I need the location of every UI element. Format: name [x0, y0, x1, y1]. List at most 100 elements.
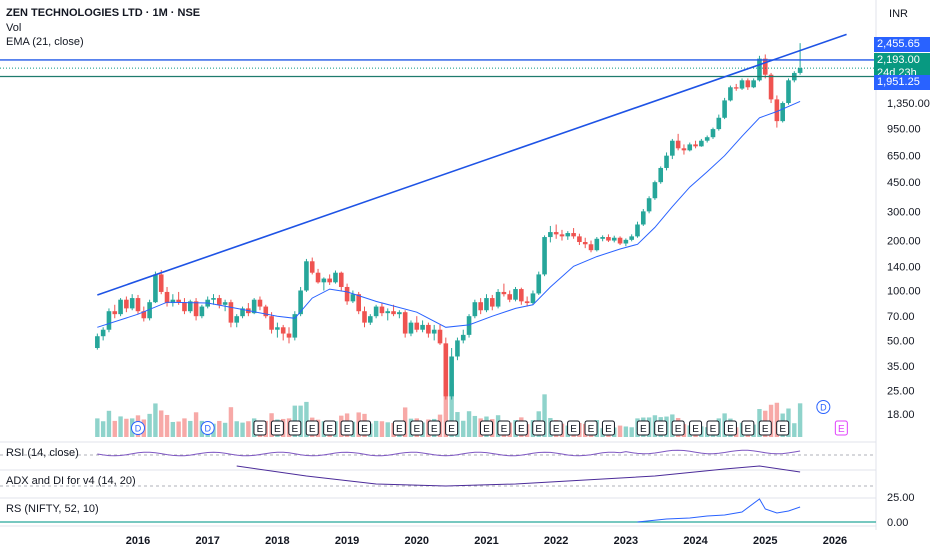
candle-body: [745, 80, 751, 88]
x-tick-label: 2022: [544, 535, 568, 547]
rsi-label: RSI (14, close): [6, 447, 79, 459]
candle-body: [368, 316, 373, 323]
candle-body: [733, 87, 739, 89]
candle-body: [710, 129, 716, 138]
candle-body: [141, 311, 147, 319]
volume-bar: [193, 412, 199, 437]
currency-label: INR: [889, 8, 908, 20]
candle-body: [315, 272, 321, 283]
earnings-marker-label: E: [553, 424, 560, 435]
candle-body: [519, 289, 524, 302]
y-tick-label: 300.00: [887, 206, 921, 218]
lower-line-price-tag: 1,951.25: [874, 75, 930, 90]
candle-body: [664, 155, 669, 168]
candle-body: [292, 314, 298, 338]
top-line-price-tag: 2,455.65: [874, 37, 930, 52]
earnings-marker: [689, 420, 703, 436]
candle-body: [309, 261, 315, 273]
volume-bar: [768, 404, 774, 437]
volume-bar: [461, 420, 466, 437]
candle-body: [298, 290, 303, 315]
candle-body: [780, 103, 785, 122]
earnings-marker: [305, 420, 319, 436]
candle-body: [391, 311, 396, 315]
earnings-marker-label: E: [657, 424, 664, 435]
candle-body: [513, 289, 518, 300]
candle-body: [350, 294, 356, 302]
candle-body: [675, 140, 681, 149]
earnings-marker: [567, 420, 581, 436]
candle-body: [338, 272, 344, 287]
candle-body: [699, 140, 704, 147]
volume-bar: [240, 422, 245, 437]
candle-body: [304, 261, 309, 291]
candle-body: [640, 211, 646, 225]
x-tick-label: 2017: [195, 535, 219, 547]
candle-body: [286, 333, 292, 338]
candle-body: [681, 148, 687, 151]
chart-title: ZEN TECHNOLOGIES LTD · 1M · NSE: [6, 7, 201, 19]
candle-body: [577, 236, 582, 243]
candle-body: [501, 291, 507, 295]
upcoming-earnings-label: E: [838, 424, 845, 435]
volume-bar: [222, 422, 228, 437]
earnings-marker: [340, 420, 354, 436]
candle-body: [414, 322, 420, 330]
volume-bar: [623, 426, 629, 437]
volume-bar: [95, 418, 100, 437]
candle-body: [153, 274, 158, 303]
volume-bar: [774, 402, 780, 437]
candle-body: [495, 291, 501, 307]
candle-body: [437, 329, 443, 344]
candle-body: [397, 312, 402, 315]
earnings-marker: [392, 420, 406, 436]
earnings-marker-label: E: [727, 424, 734, 435]
candle-body: [164, 291, 170, 304]
candle-body: [118, 299, 123, 315]
y-tick-label: 18.00: [887, 409, 915, 421]
volume-bar: [112, 420, 117, 437]
candle-body: [193, 301, 199, 317]
candle-body: [571, 233, 576, 237]
x-tick-label: 2018: [265, 535, 289, 547]
candle-body: [373, 306, 379, 317]
volume-bar: [449, 383, 454, 437]
candle-body: [542, 237, 547, 275]
y-tick-label: 35.00: [887, 361, 915, 373]
candle-body: [112, 311, 118, 315]
x-tick-label: 2021: [474, 535, 498, 547]
candle-body: [170, 299, 176, 304]
earnings-marker: [514, 420, 528, 436]
candle-body: [321, 278, 327, 283]
candle-body: [588, 244, 594, 251]
candle-body: [443, 343, 449, 397]
candle-body: [606, 237, 611, 241]
candle-body: [449, 356, 454, 397]
candle-body: [263, 306, 269, 317]
candlesticks: [95, 43, 803, 400]
earnings-marker: [776, 420, 790, 436]
last-price-tag: 2,193.00 24d 23h: [874, 53, 930, 79]
volume-bar: [472, 415, 478, 437]
candle-body: [466, 316, 472, 335]
earnings-marker-label: E: [518, 424, 525, 435]
volume-bar: [106, 410, 112, 437]
earnings-marker: [601, 420, 615, 436]
earnings-marker-label: E: [710, 424, 717, 435]
earnings-marker: [427, 420, 441, 436]
x-tick-label: 2019: [335, 535, 359, 547]
volume-bar: [118, 416, 123, 437]
candle-body: [797, 68, 803, 73]
candle-body: [275, 327, 280, 330]
candle-body: [379, 306, 385, 314]
earnings-marker: [671, 420, 685, 436]
earnings-marker-label: E: [361, 424, 368, 435]
earnings-marker: [741, 420, 755, 436]
earnings-marker-label: E: [413, 424, 420, 435]
earnings-marker-label: E: [501, 424, 508, 435]
candle-body: [211, 298, 216, 300]
candle-body: [704, 137, 710, 141]
candle-body: [582, 242, 588, 245]
earnings-marker-label: E: [257, 424, 264, 435]
